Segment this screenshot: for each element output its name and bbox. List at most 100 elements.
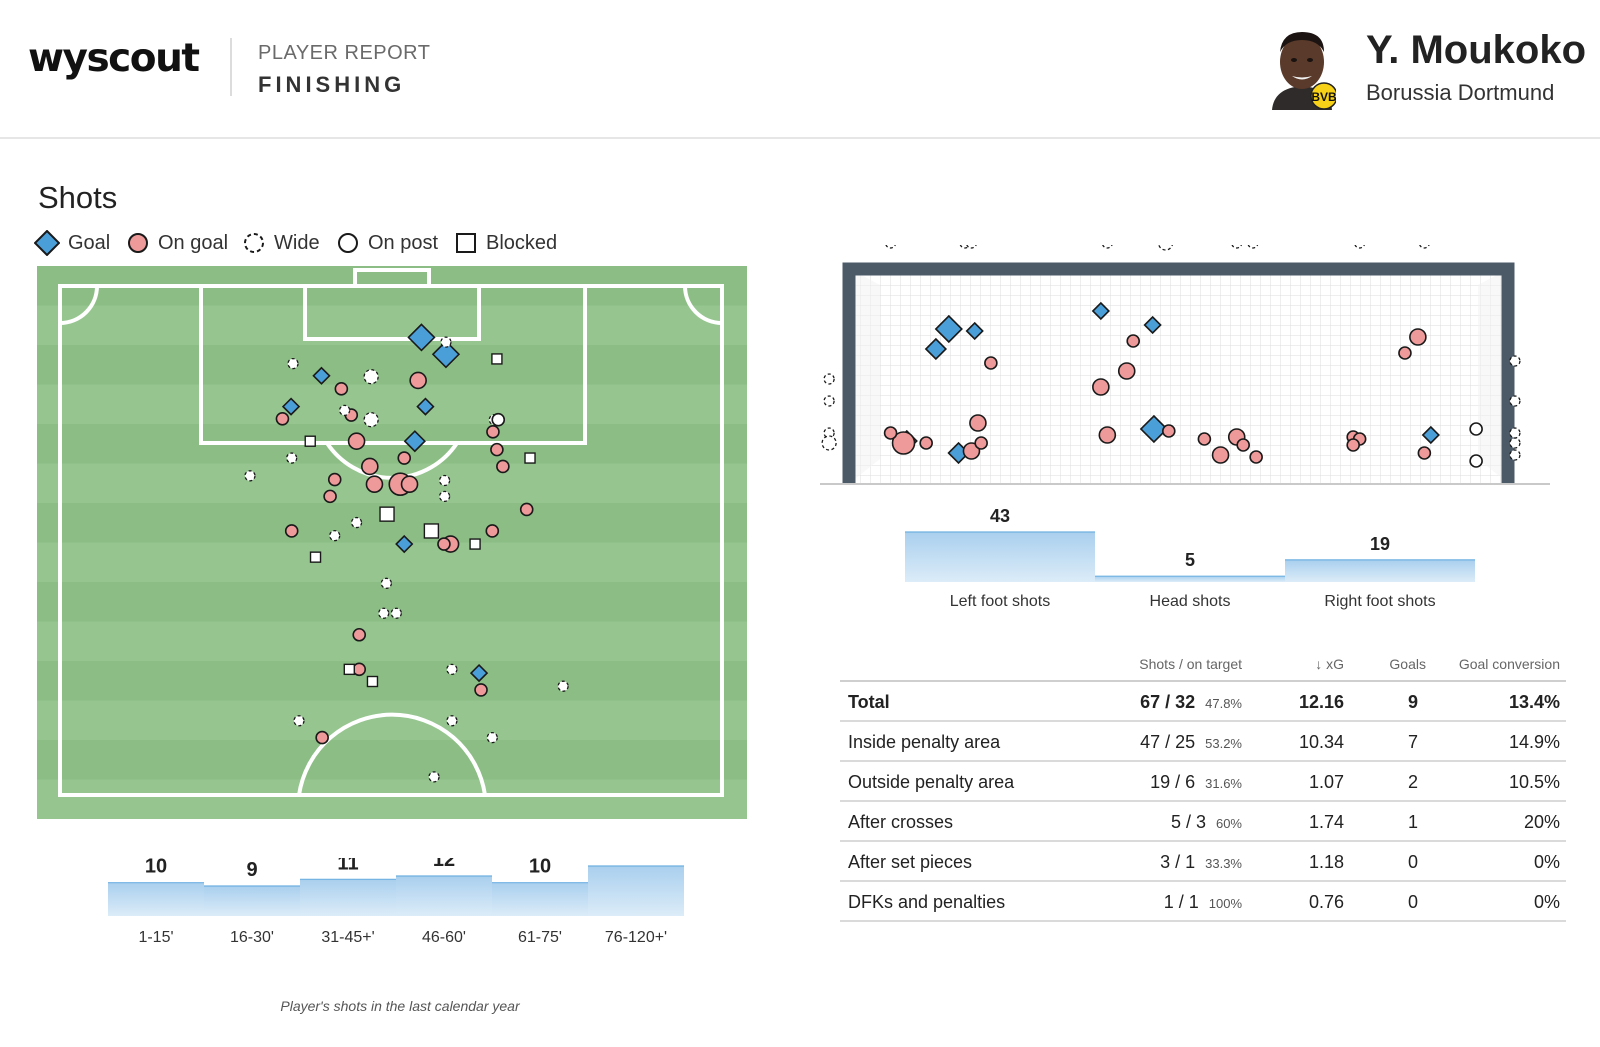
shot-wide-marker — [885, 245, 896, 249]
shot-on-post-marker — [1469, 422, 1483, 436]
row-label: Outside penalty area — [848, 772, 1015, 792]
shots-value: 47 / 25 — [1140, 732, 1196, 752]
shot-goal-marker — [407, 323, 436, 352]
body-part-value: 43 — [990, 508, 1010, 526]
report-header: wyscout PLAYER REPORT FINISHING BVB Y. M… — [0, 0, 1600, 139]
conversion-value: 0% — [1533, 892, 1560, 912]
row-label: Inside penalty area — [848, 732, 1001, 752]
row-label: After crosses — [848, 812, 954, 832]
shot-goal-marker — [312, 366, 331, 385]
report-title: FINISHING — [258, 72, 406, 97]
on-target-percent: 31.6% — [1205, 776, 1242, 791]
shot-on-goal-marker — [984, 356, 998, 370]
pitch-stripe — [37, 740, 747, 780]
shot-on-goal-marker — [397, 451, 412, 465]
shots-value: 1 / 1 — [1163, 892, 1199, 912]
legend-item-wide: Wide — [242, 228, 320, 258]
shot-wide-marker — [821, 435, 837, 451]
stats-header-row: Shots / on target ↓ xG Goals Goal conver… — [840, 652, 1566, 682]
shot-goal-marker — [1091, 301, 1110, 321]
shot-on-goal-marker — [1398, 346, 1412, 360]
shot-on-goal-marker — [437, 537, 451, 551]
legend-item-on-post: On post — [336, 228, 438, 258]
header-goal-conversion: Goal conversion — [1458, 656, 1560, 672]
footnote: Player's shots in the last calendar year — [280, 998, 520, 1014]
shot-on-goal-marker — [474, 683, 488, 697]
shot-on-goal-marker — [323, 489, 337, 504]
header-goals: Goals — [1389, 656, 1426, 672]
shot-on-goal-marker — [1126, 334, 1141, 348]
body-part-label: Head shots — [1150, 593, 1231, 610]
body-part-label: Left foot shots — [950, 593, 1051, 610]
corner-arc-left — [59, 285, 99, 325]
timeline-bar — [492, 882, 588, 916]
shot-wide-marker — [339, 404, 351, 417]
shot-goal-marker — [965, 321, 984, 341]
center-circle — [297, 712, 487, 796]
square-outline-icon — [456, 233, 476, 253]
shot-on-goal-marker — [327, 472, 342, 487]
header-shots-on-target: Shots / on target — [1139, 656, 1242, 672]
pitch-stripe — [37, 542, 747, 583]
shot-on-goal-marker — [409, 371, 427, 390]
goals-value: 9 — [1407, 692, 1418, 712]
shot-blocked-marker — [304, 435, 316, 447]
shots-value: 19 / 6 — [1150, 772, 1196, 792]
conversion-value: 10.5% — [1508, 772, 1560, 792]
shot-wide-marker — [438, 490, 451, 503]
shot-on-goal-marker — [485, 524, 500, 538]
shot-wide-marker — [428, 771, 440, 783]
shot-on-goal-marker — [1211, 446, 1230, 464]
shot-on-goal-marker — [1346, 438, 1360, 452]
legend-item-goal: Goal — [34, 228, 110, 258]
xg-value: 1.74 — [1308, 812, 1344, 832]
timeline-value: 15 — [625, 858, 647, 861]
shot-on-goal-marker — [1236, 438, 1251, 452]
goals-value: 2 — [1407, 772, 1418, 792]
on-target-percent: 47.8% — [1205, 696, 1242, 711]
shot-wide-marker — [350, 516, 363, 529]
shot-on-goal-marker — [1417, 446, 1432, 460]
dashed-circle-icon — [244, 233, 264, 253]
diamond-icon — [34, 230, 60, 256]
shot-on-goal-marker — [891, 431, 916, 455]
pitch-stripes — [37, 266, 747, 819]
stats-row-inside-penalty-area: Inside penalty area 47 / 25 53.2% 10.34 7 14.… — [840, 722, 1566, 762]
shot-wide-marker — [287, 357, 299, 370]
shot-wide-marker — [363, 412, 379, 428]
pitch-lines — [58, 268, 724, 797]
shot-wide-marker — [1231, 245, 1243, 249]
shot-on-goal-marker — [334, 382, 349, 396]
conversion-value: 0% — [1533, 852, 1560, 872]
legend-item-on-goal: On goal — [126, 228, 228, 258]
net-side-right — [1478, 269, 1508, 483]
goal-net — [849, 269, 1509, 483]
timeline-bar — [396, 876, 492, 916]
shot-on-goal-marker — [361, 457, 379, 476]
shot-wide-marker — [1247, 245, 1259, 249]
shot-on-goal-marker — [1249, 450, 1263, 464]
shot-wide-marker — [244, 470, 256, 482]
shot-wide-marker — [446, 715, 458, 727]
shot-wide-marker — [1509, 449, 1521, 461]
shot-goal-marker — [281, 397, 301, 416]
goal-shots — [821, 245, 1521, 468]
shot-wide-marker — [380, 577, 393, 589]
shot-wide-marker — [1509, 395, 1521, 407]
stats-table: Shots / on target ↓ xG Goals Goal conver… — [840, 652, 1566, 922]
stats-row-after-crosses: After crosses 5 / 3 60% 1.74 1 20% — [840, 802, 1566, 842]
conversion-value: 20% — [1523, 812, 1560, 832]
timeline-value: 11 — [337, 858, 358, 874]
shots-on-target: 3 / 1 33.3% — [1160, 852, 1242, 873]
shot-on-post-marker — [1469, 454, 1483, 468]
goal-mouth — [353, 268, 431, 288]
shot-goal-marker — [431, 340, 461, 369]
body-part-value: 5 — [1185, 550, 1195, 570]
xg-value: 1.07 — [1308, 772, 1344, 792]
shot-on-goal-marker — [1092, 378, 1110, 396]
player-name: Y. Moukoko — [1366, 28, 1587, 72]
xg-value: 12.16 — [1298, 692, 1344, 712]
shot-on-goal-marker — [315, 730, 329, 745]
timeline-bar — [588, 866, 684, 916]
shot-goal-marker — [1143, 315, 1162, 335]
